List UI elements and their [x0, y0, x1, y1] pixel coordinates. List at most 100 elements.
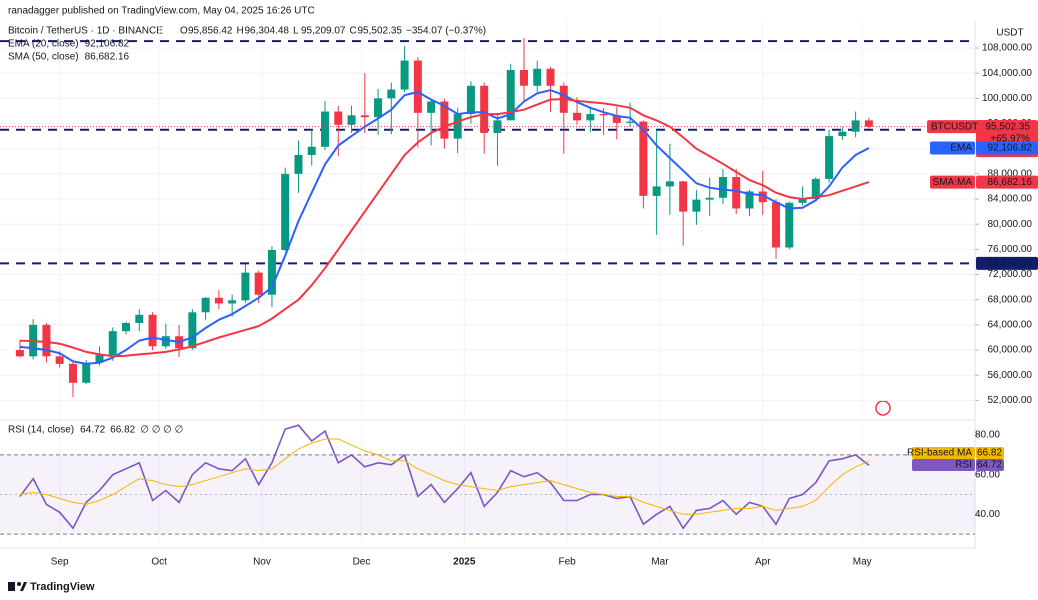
rsi-line: [19, 438, 870, 515]
candle-body: [334, 111, 343, 125]
candle-body: [798, 199, 807, 203]
candle-body: [294, 154, 303, 174]
candle-body: [785, 202, 794, 248]
candle-body: [161, 336, 170, 347]
ma-value-badge: [976, 175, 1038, 189]
rsi-badge-name: RSI: [955, 460, 972, 471]
candle-body: [718, 176, 727, 198]
y-tick-label: 64,000.00: [988, 320, 1033, 331]
candle-body: [758, 191, 767, 203]
rsi-legend-value: 64.72: [80, 425, 105, 436]
candle-body: [493, 120, 502, 133]
x-tick-label: Apr: [755, 557, 771, 568]
candle-body: [15, 350, 24, 357]
candle-body: [387, 89, 396, 99]
y-tick-label: 100,000.00: [982, 93, 1032, 104]
ohlc-value: 96,304.48: [245, 26, 290, 37]
candle-body: [122, 322, 131, 332]
candle-body: [427, 101, 436, 113]
y-tick-label: 108,000.00: [982, 43, 1032, 54]
ohlc-value: 95,856.42: [188, 26, 233, 37]
rsi-title: RSI (14, close): [8, 425, 74, 436]
y-tick-label: 56,000.00: [988, 370, 1033, 381]
ohlc-value: 95,209.07: [301, 26, 346, 37]
rsi-tick-label: 80.00: [975, 430, 1000, 441]
ma-badge-value: 92,106.82: [988, 143, 1033, 154]
legend-value: 86,682.16: [85, 52, 130, 63]
event-icon[interactable]: [875, 400, 891, 416]
candle-body: [626, 121, 635, 123]
candle-body: [692, 199, 701, 212]
level-badge: [976, 256, 1038, 270]
brand: TradingView: [30, 581, 95, 593]
candle-body: [679, 181, 688, 212]
candle-body: [453, 114, 462, 139]
x-tick-label: 2025: [453, 557, 476, 568]
candle-body: [214, 297, 223, 304]
published-note: ranadagger published on TradingView.com,…: [8, 6, 315, 17]
candle-body: [42, 324, 51, 357]
ma-badge: [930, 141, 975, 155]
ohlc-key: L: [293, 26, 299, 37]
candle-body: [586, 114, 595, 121]
candle-body: [506, 70, 515, 121]
candle-body: [360, 115, 369, 118]
candle-body: [599, 114, 608, 116]
ohlc-value: 95,502.35: [358, 26, 403, 37]
ma-line: [19, 89, 870, 365]
y-tick-label: 52,000.00: [988, 395, 1033, 406]
x-tick-label: Nov: [253, 557, 271, 568]
candle-body: [533, 68, 542, 86]
rsi-value-badge: [976, 447, 1004, 459]
ma-badge-value: 86,682.16: [988, 177, 1033, 188]
grid: [0, 20, 975, 548]
rsi-badge-value: 66.82: [977, 448, 1002, 459]
rsi-line: [19, 424, 870, 530]
candle-body: [639, 121, 648, 196]
candle-body: [811, 178, 820, 200]
candle-body: [466, 85, 475, 115]
candle-body: [55, 356, 64, 364]
x-tick-label: Sep: [51, 557, 69, 568]
y-tick-label: 88,000.00: [988, 168, 1033, 179]
candle-body: [440, 101, 449, 139]
x-tick-label: Mar: [651, 557, 669, 568]
candle-body: [732, 176, 741, 209]
ma-badge-name: SMA:MA: [933, 177, 973, 188]
ohlc-key: C: [350, 26, 357, 37]
candle-body: [851, 120, 860, 132]
candle-body: [281, 173, 290, 250]
y-tick-label: 72,000.00: [988, 269, 1033, 280]
change: −354.07 (−0.37%): [406, 26, 486, 37]
rsi-value-badge: [976, 459, 1004, 471]
candle-body: [307, 146, 316, 155]
candle-body: [228, 300, 237, 304]
candle-body: [95, 355, 104, 363]
rsi-badge-value: 64.72: [977, 460, 1002, 471]
candle-body: [413, 60, 422, 113]
candle-body: [400, 60, 409, 90]
y-tick-label: 104,000.00: [982, 68, 1032, 79]
legend-name: SMA (50, close): [8, 52, 79, 63]
candle-body: [374, 98, 383, 118]
x-tick-label: May: [853, 557, 872, 568]
y-tick-label: 76,000.00: [988, 244, 1033, 255]
symbol-label: BTCUSDT: [931, 121, 978, 132]
ma-value-badge: [976, 141, 1038, 155]
candle-body: [705, 197, 714, 200]
ohlc-key: H: [237, 26, 244, 37]
symbol-title: Bitcoin / TetherUS · 1D · BINANCE: [8, 26, 163, 37]
rsi-legend-value: 66.82: [110, 425, 135, 436]
candle-body: [772, 202, 781, 248]
ohlc-key: O: [180, 26, 188, 37]
candle-body: [321, 111, 329, 147]
candle-body: [652, 186, 661, 196]
rsi-band: [0, 454, 975, 535]
currency: USDT: [996, 28, 1023, 39]
candle-body: [838, 131, 847, 137]
candle-body: [267, 249, 276, 295]
candle-body: [573, 112, 582, 121]
rsi-badge: [912, 447, 975, 459]
candle-body: [825, 136, 834, 179]
x-tick-label: Oct: [151, 557, 167, 568]
